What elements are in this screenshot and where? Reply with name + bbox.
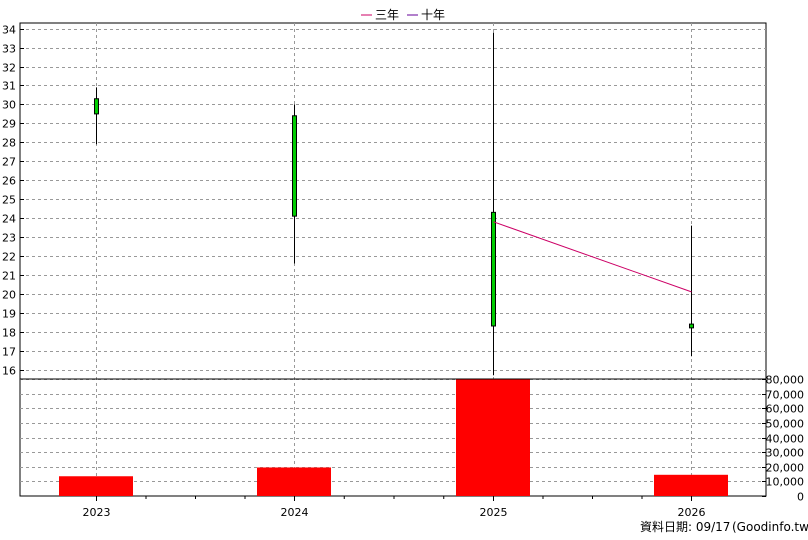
- price-tick-label: 21: [2, 270, 16, 283]
- price-tick-label: 20: [2, 289, 16, 302]
- volume-tick-label: 30,000: [766, 447, 805, 460]
- plot-frame: [19, 22, 767, 497]
- volume-bar: [654, 474, 728, 496]
- volume-tick-label: 0: [797, 491, 804, 504]
- x-tick-label: 2025: [480, 506, 508, 519]
- volume-bar: [456, 379, 530, 496]
- x-axis: 2023 2024 2025 2026: [83, 496, 706, 519]
- volume-tick-label: 50,000: [766, 418, 805, 431]
- x-tick-label: 2026: [678, 506, 706, 519]
- price-tick-label: 30: [2, 99, 16, 112]
- price-tick-label: 18: [2, 327, 16, 340]
- price-tick-label: 28: [2, 137, 16, 150]
- candle-body: [491, 211, 496, 327]
- volume-tick-label: 60,000: [766, 403, 805, 416]
- legend-label-10y: 十年: [421, 8, 445, 22]
- legend: 三年 十年: [361, 8, 445, 22]
- price-tick-label: 33: [2, 43, 16, 56]
- volume-tick-label: 70,000: [766, 389, 805, 402]
- volume-tick-label: 40,000: [766, 433, 805, 446]
- candlesticks: [94, 32, 694, 376]
- price-tick-label: 17: [2, 346, 16, 359]
- volume-tick-label: 20,000: [766, 462, 805, 475]
- source-label: (Goodinfo.tw): [732, 520, 808, 534]
- price-tick-label: 16: [2, 365, 16, 378]
- price-tick-label: 31: [2, 80, 16, 93]
- volume-bar: [257, 467, 331, 496]
- volume-tick-label: 10,000: [766, 476, 805, 489]
- x-tick-label: 2023: [83, 506, 111, 519]
- price-tick-label: 22: [2, 251, 16, 264]
- volume-bars: [59, 379, 728, 496]
- price-tick-label: 34: [2, 24, 16, 37]
- price-tick-label: 23: [2, 232, 16, 245]
- price-tick-label: 27: [2, 156, 16, 169]
- price-tick-label: 29: [2, 118, 16, 131]
- candle-body: [689, 323, 694, 329]
- price-tick-label: 32: [2, 62, 16, 75]
- candle-body: [292, 115, 297, 217]
- candle-body: [94, 98, 99, 115]
- legend-label-3y: 三年: [375, 8, 399, 22]
- price-axis: 16 17 18 19 20 21 22 23 24 25 26 27 28 29 30 31 32 33 34: [2, 24, 24, 378]
- price-tick-label: 26: [2, 175, 16, 188]
- three-year-line: [493, 221, 692, 293]
- price-tick-label: 25: [2, 194, 16, 207]
- price-tick-label: 24: [2, 213, 16, 226]
- data-date-label: 資料日期: 09/17: [640, 520, 730, 534]
- volume-tick-label: 80,000: [766, 374, 805, 387]
- volume-bar: [59, 476, 133, 496]
- x-tick-label: 2024: [281, 506, 309, 519]
- price-tick-label: 19: [2, 308, 16, 321]
- three-year-average-line: [493, 221, 692, 293]
